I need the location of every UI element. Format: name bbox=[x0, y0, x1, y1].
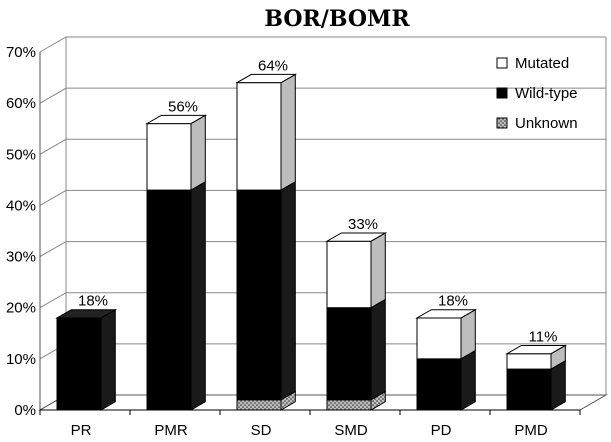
gridline bbox=[39, 36, 606, 53]
bar-top bbox=[325, 232, 388, 242]
bar-segment bbox=[236, 399, 282, 411]
y-tick-label: 40% bbox=[6, 197, 36, 214]
legend-entry: Wild-type bbox=[515, 85, 578, 102]
chart-title: BOR/BOMR bbox=[264, 6, 410, 32]
bar-segment bbox=[56, 317, 102, 411]
y-tick-label: 70% bbox=[6, 44, 36, 61]
bar-segment bbox=[146, 123, 192, 191]
bar-segment bbox=[236, 189, 282, 401]
data-label: 18% bbox=[78, 293, 108, 310]
bar-side bbox=[370, 298, 386, 401]
bar-top bbox=[55, 309, 118, 319]
bar-segment bbox=[416, 317, 462, 360]
bar-side bbox=[460, 349, 476, 411]
bar-segment bbox=[146, 189, 192, 411]
bar-top bbox=[505, 344, 568, 355]
bar-segment bbox=[506, 368, 552, 411]
y-tick-label: 20% bbox=[6, 300, 36, 317]
bar-side bbox=[280, 180, 296, 401]
data-label: 18% bbox=[438, 293, 468, 310]
gridline bbox=[39, 241, 606, 258]
y-tick-label: 10% bbox=[6, 351, 36, 368]
bar-side bbox=[190, 114, 206, 191]
bar-top bbox=[145, 114, 208, 125]
bar-side bbox=[280, 73, 296, 191]
gridline bbox=[39, 138, 606, 155]
data-label: 56% bbox=[168, 98, 198, 115]
x-tick-label: PD bbox=[431, 422, 452, 439]
y-tick-label: 0% bbox=[14, 402, 36, 419]
data-label: 11% bbox=[529, 328, 558, 345]
bar-top bbox=[415, 309, 478, 319]
bar-side bbox=[100, 308, 116, 411]
x-tick-label: SMD bbox=[334, 422, 368, 439]
bar-segment bbox=[236, 82, 282, 191]
bar-side bbox=[190, 180, 206, 411]
gridline bbox=[39, 292, 606, 309]
bar-segment bbox=[326, 307, 372, 401]
legend-entry: Unknown bbox=[515, 115, 578, 132]
bar-segment bbox=[506, 353, 552, 370]
y-tick-label: 60% bbox=[6, 95, 36, 112]
legend-swatch bbox=[496, 57, 508, 69]
bar-segment bbox=[416, 358, 462, 411]
legend: Mutated Wild-type Unknown bbox=[496, 55, 578, 132]
y-tick-label: 30% bbox=[6, 249, 36, 266]
gridline bbox=[39, 189, 606, 206]
y-tick-label: 50% bbox=[6, 146, 36, 163]
legend-swatch bbox=[496, 117, 508, 129]
bar-segment bbox=[326, 240, 372, 309]
legend-swatch bbox=[496, 87, 508, 99]
bar-side bbox=[370, 232, 386, 309]
x-tick-label: PR bbox=[71, 422, 92, 439]
bar-top bbox=[235, 73, 298, 84]
x-tick-label: SD bbox=[251, 422, 272, 439]
bar-segment bbox=[326, 399, 372, 411]
legend-entry: Mutated bbox=[515, 55, 569, 72]
data-label: 64% bbox=[258, 57, 288, 74]
data-label: 33% bbox=[348, 216, 378, 233]
x-tick-label: PMD bbox=[514, 422, 548, 439]
x-tick-label: PMR bbox=[154, 422, 188, 439]
